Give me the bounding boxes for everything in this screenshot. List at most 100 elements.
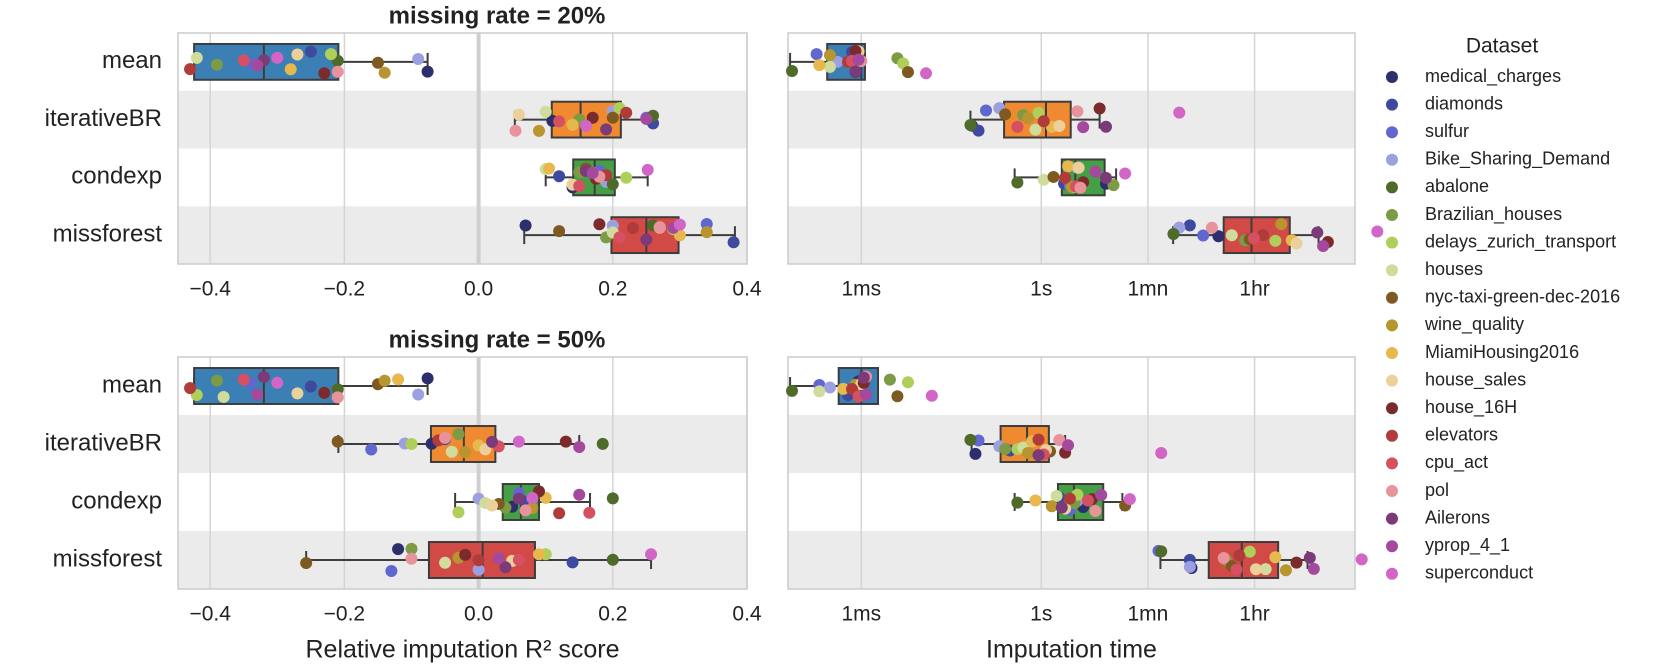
- data-point: [210, 374, 223, 387]
- x-tick-label: 0.4: [732, 278, 762, 301]
- x-tick-label: −0.2: [324, 278, 365, 301]
- legend-label: superconduct: [1425, 563, 1533, 583]
- data-point: [964, 118, 977, 131]
- plot-frame: [177, 32, 748, 265]
- x-tick-label: 0.4: [732, 603, 762, 626]
- data-point: [237, 373, 250, 386]
- data-point: [291, 48, 304, 61]
- legend-label: Bike_Sharing_Demand: [1425, 149, 1610, 170]
- legend-marker: [1386, 485, 1398, 497]
- data-point: [1249, 563, 1262, 576]
- data-point: [883, 373, 896, 386]
- legend-label: yprop_4_1: [1425, 535, 1510, 556]
- row-band: [178, 90, 747, 149]
- data-point: [304, 380, 317, 393]
- data-point: [1107, 179, 1120, 192]
- x-tick-label: −0.4: [189, 278, 231, 301]
- data-point: [1183, 219, 1196, 232]
- data-point: [1081, 494, 1094, 507]
- data-point: [553, 225, 566, 238]
- data-point: [512, 553, 525, 566]
- data-point: [553, 115, 566, 128]
- legend-marker: [1386, 71, 1398, 83]
- data-point: [512, 435, 525, 448]
- data-point: [190, 51, 203, 64]
- legend-marker: [1386, 291, 1398, 304]
- data-point: [1225, 229, 1238, 242]
- legend-marker: [1386, 429, 1398, 442]
- data-point: [472, 563, 485, 576]
- data-point: [700, 226, 713, 239]
- data-point: [641, 163, 654, 176]
- legend-title: Dataset: [1466, 35, 1539, 58]
- data-point: [596, 437, 609, 450]
- data-point: [999, 443, 1012, 456]
- data-point: [251, 59, 264, 72]
- data-point: [969, 447, 982, 460]
- data-point: [543, 162, 556, 175]
- plot-frame: [177, 356, 748, 590]
- legend-label: elevators: [1425, 425, 1498, 445]
- data-point: [1290, 556, 1303, 569]
- legend-label: cpu_act: [1425, 452, 1488, 473]
- data-point: [300, 557, 313, 570]
- data-point: [673, 218, 686, 231]
- data-point: [1230, 563, 1243, 576]
- data-point: [1011, 496, 1024, 509]
- data-point: [553, 170, 566, 183]
- data-point: [1037, 173, 1050, 186]
- data-point: [1071, 105, 1084, 118]
- y-tick-label: iterativeBR: [45, 105, 162, 132]
- legend-marker: [1386, 319, 1398, 332]
- data-point: [837, 382, 850, 395]
- data-point: [1167, 228, 1180, 241]
- data-point: [459, 548, 472, 561]
- data-point: [1074, 181, 1087, 194]
- data-point: [964, 433, 977, 446]
- data-point: [1029, 123, 1042, 136]
- data-point: [1021, 447, 1034, 460]
- x-tick-label: 1mn: [1127, 603, 1168, 626]
- data-point: [823, 49, 836, 62]
- data-point: [1045, 500, 1058, 513]
- data-point: [519, 504, 532, 517]
- data-point: [1183, 560, 1196, 573]
- data-point: [1155, 545, 1168, 558]
- data-point: [1029, 494, 1042, 507]
- data-point: [392, 373, 405, 386]
- data-point: [539, 105, 552, 118]
- data-point: [920, 67, 933, 80]
- data-point: [553, 507, 566, 520]
- data-point: [1089, 504, 1102, 517]
- data-point: [823, 60, 836, 73]
- legend-label: medical_charges: [1425, 66, 1561, 87]
- legend-label: diamonds: [1425, 93, 1503, 113]
- data-point: [184, 382, 197, 395]
- data-point: [251, 388, 264, 401]
- y-tick-label: missforest: [53, 545, 163, 572]
- data-point: [184, 63, 197, 76]
- x-tick-label: 1ms: [841, 278, 881, 301]
- data-point: [586, 111, 599, 124]
- data-point: [318, 67, 331, 80]
- data-point: [860, 388, 873, 401]
- plot-frame: [787, 32, 1356, 265]
- data-point: [1089, 165, 1102, 178]
- legend-marker: [1386, 374, 1398, 387]
- data-point: [559, 435, 572, 448]
- legend-marker: [1386, 181, 1398, 194]
- data-point: [405, 542, 418, 555]
- data-point: [579, 119, 592, 132]
- data-point: [1303, 551, 1316, 564]
- data-point: [606, 111, 619, 124]
- data-point: [1021, 112, 1034, 125]
- data-point: [1155, 446, 1168, 459]
- data-point: [1311, 226, 1324, 239]
- data-point: [1032, 449, 1045, 462]
- data-point: [217, 390, 230, 403]
- data-point: [1243, 545, 1256, 558]
- data-point: [786, 64, 799, 77]
- data-point: [583, 506, 596, 519]
- data-point: [1093, 102, 1106, 115]
- data-point: [532, 124, 545, 137]
